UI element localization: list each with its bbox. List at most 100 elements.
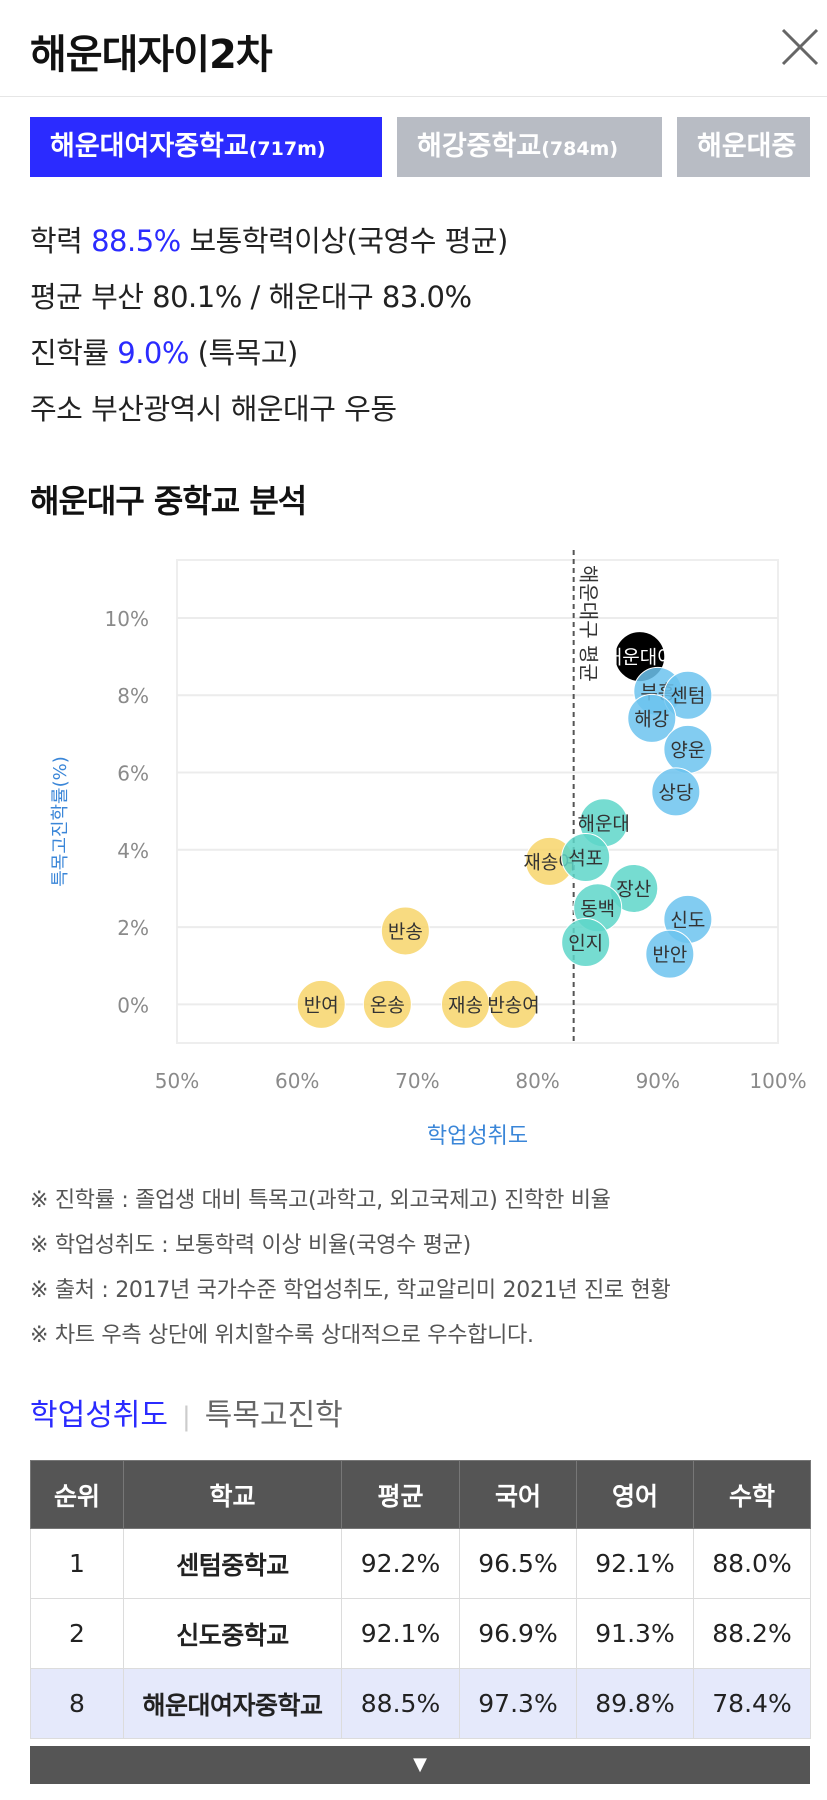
- tab-school-1[interactable]: 해강중학교(784m): [397, 117, 662, 177]
- data-point: [362, 979, 412, 1029]
- plot-area: [176, 559, 779, 1044]
- cell-korean: 97.3%: [459, 1668, 577, 1739]
- note-line: ※ 진학률 : 졸업생 대비 특목고(과학고, 외고국제고) 진학한 비율: [30, 1188, 611, 1213]
- data-point-label: 인지: [568, 933, 603, 955]
- x-tick-label: 80%: [515, 1069, 559, 1093]
- x-tick-label: 70%: [395, 1069, 439, 1093]
- cell-school: 센텀중학교: [123, 1528, 342, 1599]
- expand-table-button[interactable]: ▼: [30, 1746, 810, 1784]
- tab-special-school-advance[interactable]: 특목고진학: [204, 1398, 343, 1433]
- cell-rank: 1: [30, 1528, 124, 1599]
- y-axis-label: 특목고진학률(%): [50, 756, 71, 887]
- data-point-label: 반송여: [487, 994, 539, 1016]
- table-row: 1 센텀중학교 92.2% 96.5% 92.1% 88.0%: [30, 1528, 811, 1599]
- data-point-label: 양운: [670, 739, 705, 761]
- tab-school-name: 해강중학교: [417, 131, 542, 162]
- tab-school-distance: (784m): [541, 138, 619, 160]
- note-line: ※ 출처 : 2017년 국가수준 학업성취도, 학교알리미 2021년 진로 …: [30, 1278, 671, 1303]
- x-tick-label: 60%: [275, 1069, 319, 1093]
- academic-value: 88.5%: [91, 224, 181, 258]
- cell-english: 92.1%: [576, 1528, 694, 1599]
- data-point-label: 해운대: [577, 813, 629, 835]
- cell-english: 89.8%: [576, 1668, 694, 1739]
- x-tick-label: 90%: [636, 1069, 680, 1093]
- table-row-selected: 8 해운대여자중학교 88.5% 97.3% 89.8% 78.4%: [30, 1668, 811, 1739]
- col-header-school: 학교: [123, 1460, 342, 1529]
- advance-value: 9.0%: [117, 336, 189, 370]
- data-point-label: 반여: [304, 994, 339, 1016]
- data-point: [561, 918, 611, 968]
- cell-korean: 96.5%: [459, 1528, 577, 1599]
- data-point: [561, 833, 611, 883]
- cell-average: 92.2%: [341, 1528, 460, 1599]
- reference-line-label: 해운대구 평균: [577, 565, 601, 682]
- cell-rank: 8: [30, 1668, 124, 1739]
- academic-desc: 보통학력이상(국영수 평균): [189, 224, 508, 258]
- tab-school-2[interactable]: 해운대중: [677, 117, 810, 177]
- y-tick-label: 6%: [117, 762, 149, 786]
- tab-school-distance: (717m): [248, 138, 326, 160]
- col-header-math: 수학: [693, 1460, 811, 1529]
- cell-math: 88.2%: [693, 1598, 811, 1669]
- data-point-label: 신도: [670, 909, 705, 931]
- notes: ※ 진학률 : 졸업생 대비 특목고(과학고, 외고국제고) 진학한 비율 ※ …: [30, 1182, 671, 1362]
- data-point-label: 반송: [388, 921, 423, 943]
- ranking-subtabs: 학업성취도 | 특목고진학: [30, 1390, 343, 1434]
- data-point-label: 온송: [370, 994, 405, 1016]
- cell-math: 78.4%: [693, 1668, 811, 1739]
- data-point: [296, 979, 346, 1029]
- y-tick-label: 0%: [117, 993, 149, 1017]
- header: 해운대자이2차: [0, 0, 827, 97]
- page-title: 해운대자이2차: [30, 32, 273, 78]
- col-header-average: 평균: [341, 1460, 460, 1529]
- col-header-rank: 순위: [30, 1460, 124, 1529]
- subtab-divider: |: [182, 1402, 191, 1432]
- col-header-korean: 국어: [459, 1460, 577, 1529]
- chevron-down-icon: ▼: [413, 1754, 427, 1775]
- advance-label: 진학률: [30, 336, 109, 370]
- table-row: 2 신도중학교 92.1% 96.9% 91.3% 88.2%: [30, 1598, 811, 1669]
- academic-row: 학력 88.5% 보통학력이상(국영수 평균): [30, 218, 508, 274]
- y-tick-label: 4%: [117, 839, 149, 863]
- note-line: ※ 차트 우측 상단에 위치할수록 상대적으로 우수합니다.: [30, 1323, 534, 1348]
- scatter-chart: 10% 8% 6% 4% 2% 0% 50% 60% 70% 80% 90% 100% 학업성취도 특목고…: [50, 550, 807, 1145]
- table-header-row: 순위 학교 평균 국어 영어 수학: [30, 1460, 811, 1529]
- x-tick-label: 50%: [155, 1069, 199, 1093]
- data-point: [489, 979, 539, 1029]
- x-tick-label: 100%: [749, 1069, 806, 1093]
- ranking-table: 순위 학교 평균 국어 영어 수학 1 센텀중학교 92.2% 96.5% 92…: [30, 1460, 811, 1739]
- section-title: 해운대구 중학교 분석: [30, 482, 307, 520]
- address-row: 주소 부산광역시 해운대구 우동: [30, 392, 397, 426]
- tab-school-0[interactable]: 해운대여자중학교(717m): [30, 117, 382, 177]
- data-point-label: 장산: [616, 878, 651, 900]
- cell-school: 해운대여자중학교: [123, 1668, 342, 1739]
- advance-desc: (특목고): [197, 336, 299, 370]
- y-tick-label: 10%: [105, 607, 149, 631]
- tab-academic-achievement[interactable]: 학업성취도: [30, 1398, 168, 1433]
- data-point: [627, 693, 677, 743]
- data-point-label: 해강: [634, 708, 669, 730]
- data-point-label: 해운대여: [605, 647, 675, 669]
- x-axis-label: 학업성취도: [427, 1124, 528, 1145]
- cell-english: 91.3%: [576, 1598, 694, 1669]
- school-info: 학력 88.5% 보통학력이상(국영수 평균) 평균 부산 80.1% / 해운…: [30, 218, 508, 442]
- col-header-english: 영어: [576, 1460, 694, 1529]
- close-icon[interactable]: [779, 26, 821, 68]
- cell-average: 92.1%: [341, 1598, 460, 1669]
- tab-school-name: 해운대여자중학교: [50, 131, 249, 162]
- data-point: [645, 929, 695, 979]
- average-row: 평균 부산 80.1% / 해운대구 83.0%: [30, 280, 472, 314]
- cell-korean: 96.9%: [459, 1598, 577, 1669]
- data-point-label: 센텀: [670, 685, 705, 707]
- data-point-label: 상당: [658, 782, 693, 804]
- academic-label: 학력: [30, 224, 83, 258]
- data-point: [380, 906, 430, 956]
- data-point: [651, 767, 701, 817]
- cell-rank: 2: [30, 1598, 124, 1669]
- tab-school-name: 해운대중: [697, 131, 797, 162]
- data-point-label: 동백: [580, 898, 615, 920]
- cell-school: 신도중학교: [123, 1598, 342, 1669]
- school-tabs: 해운대여자중학교(717m) 해강중학교(784m) 해운대중: [30, 117, 810, 177]
- note-line: ※ 학업성취도 : 보통학력 이상 비율(국영수 평균): [30, 1233, 471, 1258]
- data-point-label: 반안: [652, 944, 687, 966]
